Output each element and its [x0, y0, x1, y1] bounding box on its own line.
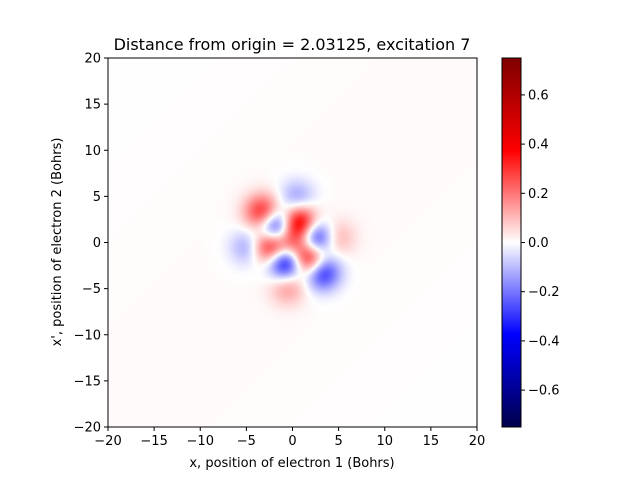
colorbar-tick-label: 0.4 — [528, 138, 549, 153]
x-tick-label: −10 — [187, 434, 214, 449]
x-tick-label: −15 — [140, 434, 167, 449]
colorbar-tick-label: −0.2 — [528, 285, 560, 300]
colorbar: −0.6 −0.4 −0.2 0.0 0.2 0.4 0.6 — [501, 57, 560, 428]
colorbar-tick-label: 0.6 — [528, 88, 549, 103]
chart-title: Distance from origin = 2.03125, excitati… — [114, 35, 471, 54]
colorbar-tick-label: −0.6 — [528, 384, 560, 399]
y-tick-label: 20 — [84, 52, 101, 67]
x-tick-label: −20 — [94, 434, 121, 449]
colorbar-gradient — [502, 58, 521, 427]
x-tick-label: −5 — [237, 434, 256, 449]
y-tick-label: 10 — [84, 144, 101, 159]
plot-area — [107, 57, 478, 428]
colorbar-axis: −0.6 −0.4 −0.2 0.0 0.2 0.4 0.6 — [521, 88, 560, 399]
x-tick-label: 0 — [288, 434, 296, 449]
y-tick-label: 15 — [84, 98, 101, 113]
y-tick-label: 0 — [93, 236, 101, 251]
y-tick-label: −15 — [74, 374, 101, 389]
y-tick-label: −5 — [82, 282, 101, 297]
x-tick-label: 15 — [423, 434, 440, 449]
x-axis-label: x, position of electron 1 (Bohrs) — [189, 456, 394, 471]
y-tick-label: 5 — [93, 190, 101, 205]
y-axis-label: x', position of electron 2 (Bohrs) — [50, 138, 65, 347]
heatmap-image — [108, 58, 477, 427]
x-tick-label: 20 — [469, 434, 486, 449]
colorbar-tick-label: −0.4 — [528, 334, 560, 349]
y-tick-label: −20 — [74, 421, 101, 436]
colorbar-tick-label: 0.0 — [528, 236, 549, 251]
y-tick-label: −10 — [74, 328, 101, 343]
x-axis: −20 −15 −10 −5 0 5 10 15 20 — [94, 427, 485, 449]
x-tick-label: 5 — [334, 434, 342, 449]
colorbar-tick-label: 0.2 — [528, 187, 549, 202]
x-tick-label: 10 — [376, 434, 393, 449]
y-axis: −20 −15 −10 −5 0 5 10 15 20 — [74, 52, 108, 436]
